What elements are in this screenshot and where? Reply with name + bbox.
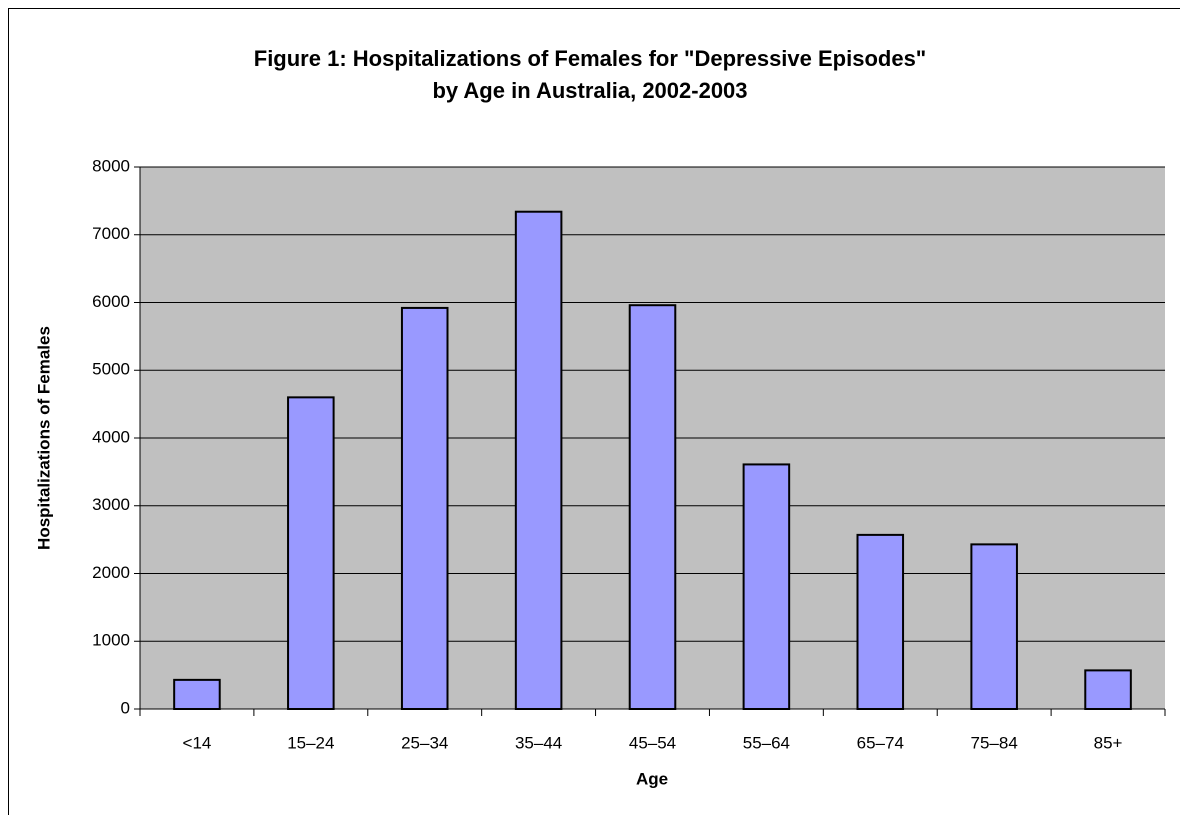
y-axis-title: Hospitalizations of Females [34, 326, 53, 550]
y-tick-label: 1000 [92, 631, 130, 650]
x-tick-label: 55–64 [743, 733, 790, 752]
chart-title: by Age in Australia, 2002-2003 [432, 78, 747, 103]
y-tick-label: 3000 [92, 495, 130, 514]
x-tick-label: <14 [183, 733, 212, 752]
bar [400, 306, 449, 710]
x-tick-label: 65–74 [857, 733, 904, 752]
bar [514, 210, 563, 710]
bar [742, 463, 791, 710]
chart-title: Figure 1: Hospitalizations of Females fo… [254, 46, 926, 71]
y-tick-label: 2000 [92, 563, 130, 582]
x-tick-label: 25–34 [401, 733, 448, 752]
y-tick-label: 0 [121, 698, 130, 717]
x-axis-title: Age [636, 769, 668, 788]
bar [287, 396, 335, 710]
y-tick-label: 6000 [92, 292, 130, 311]
x-tick-label: 15–24 [287, 733, 334, 752]
bar [173, 678, 221, 710]
y-tick-label: 4000 [92, 427, 130, 446]
x-tick-label: 45–54 [629, 733, 676, 752]
bar [970, 543, 1018, 710]
bar [1084, 669, 1132, 711]
y-tick-label: 7000 [92, 224, 130, 243]
x-tick-label: 35–44 [515, 733, 562, 752]
y-tick-label: 8000 [92, 156, 130, 175]
x-tick-label: 75–84 [971, 733, 1018, 752]
bar [628, 304, 677, 710]
x-tick-label: 85+ [1094, 733, 1123, 752]
bar [856, 533, 905, 710]
y-tick-label: 5000 [92, 360, 130, 379]
